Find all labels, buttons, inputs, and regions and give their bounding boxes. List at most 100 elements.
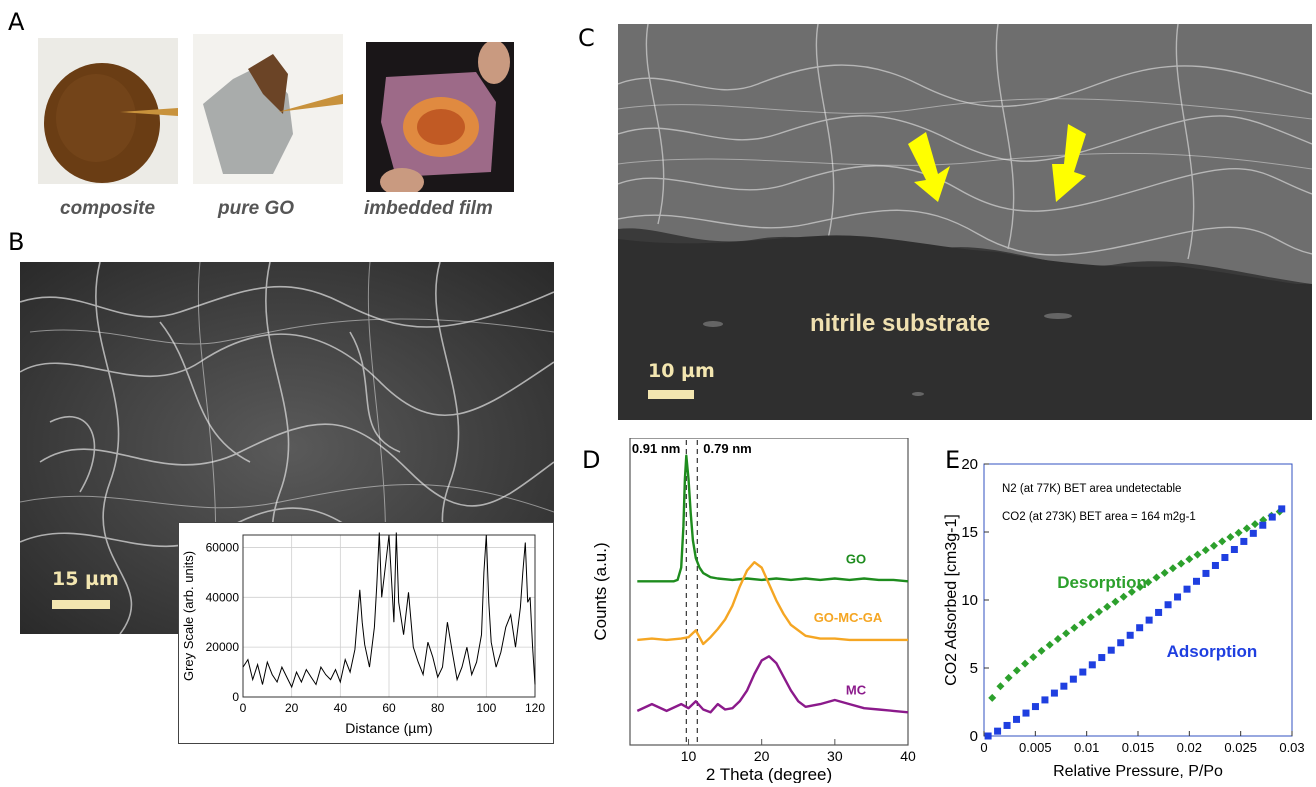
yellow-arrows [908,124,1086,202]
desorption-point [1136,583,1145,592]
adsorption-point [1041,696,1049,704]
x-tick-label: 0.01 [1074,740,1099,755]
x-tick-label: 0.005 [1019,740,1052,755]
desorption-point [1201,546,1210,555]
x-tick-label: 60 [382,701,396,715]
series-label-adsorption: Adsorption [1167,642,1258,661]
adsorption-point [1050,689,1058,697]
adsorption-point [1230,545,1238,553]
y-axis-label: CO2 Adsorbed [cm3g-1] [943,514,960,686]
x-tick-label: 0.015 [1122,740,1155,755]
grey-scale-chart: 0 20 40 60 80 100 120 0 20000 40000 60000 Distance … [181,532,545,736]
photo-pure-go [193,34,343,184]
series-line-go [637,454,909,583]
adsorption-point [1031,703,1039,711]
adsorption-point [1192,577,1200,585]
x-tick-label: 0.02 [1177,740,1202,755]
adsorption-point [1249,529,1257,537]
x-tick-label: 0.025 [1224,740,1257,755]
desorption-point [1086,613,1095,622]
adsorption-point [1174,593,1182,601]
scale-label-c: 10 µm [648,360,715,382]
series-line-mc [636,655,909,714]
adsorption-point [1240,537,1248,545]
adsorption-point [1259,521,1267,529]
substrate-label: nitrile substrate [810,310,991,337]
adsorption-point [1013,715,1021,723]
y-tick-label: 40000 [206,590,240,604]
series-line-go-mc-ga [637,561,908,646]
desorption-point [1004,673,1013,682]
adsorption-point [1183,585,1191,593]
annotation-079nm: 0.79 nm [703,441,751,456]
desorption-point [1045,640,1054,649]
x-tick-label: 0.03 [1279,740,1304,755]
x-tick-label: 80 [431,701,445,715]
y-tick-label: 15 [961,524,978,541]
adsorption-point [984,732,992,740]
caption-pure-go: pure GO [218,198,295,219]
annotation-n2-bet: N2 (at 77K) BET area undetectable [1002,483,1181,495]
panel-label-c: C [578,24,595,52]
desorption-point [1070,623,1079,632]
x-axis-label: Relative Pressure, P/Po [1053,763,1223,780]
caption-composite: composite [60,198,156,219]
y-axis-label: Counts (a.u.) [591,542,610,640]
desorption-point [1012,666,1021,675]
adsorption-point [1211,561,1219,569]
desorption-point [1053,634,1062,643]
x-tick-label: 40 [900,748,916,764]
x-tick-label: 20 [285,701,299,715]
desorption-point [1021,659,1030,668]
desorption-point [1103,602,1112,611]
desorption-point [1119,592,1128,601]
xrd-chart: 10 20 30 40 0.91 nm 0.79 nm GO GO-MC-GA MC 2 Thet… [591,438,916,783]
x-tick-label: 30 [827,748,843,764]
adsorption-point [1088,661,1096,669]
desorption-point [1144,578,1153,587]
desorption-point [1037,646,1046,655]
caption-imbedded-film: imbedded film [364,198,493,219]
y-tick-label: 20000 [206,640,240,654]
desorption-point [1251,520,1260,529]
y-tick-label: 60000 [206,540,240,554]
desorption-point [1062,629,1071,638]
yellow-arrow-left-icon [908,132,950,202]
desorption-point [1168,564,1177,573]
series-label-mc: MC [846,682,867,697]
adsorption-point [1268,513,1276,521]
x-axis-label: 2 Theta (degree) [706,765,832,783]
panel-label-e: E [945,446,961,474]
desorption-point [1218,537,1227,546]
desorption-point [1111,597,1120,606]
desorption-point [1078,618,1087,627]
desorption-point [1094,607,1103,616]
panel-label-d: D [582,446,601,474]
photo-composite [38,38,178,184]
adsorption-point [1003,721,1011,729]
x-tick-label: 100 [476,701,496,715]
desorption-point [1029,653,1038,662]
grey-scale-line [242,532,536,689]
desorption-point [1160,568,1169,577]
desorption-point [1209,541,1218,550]
y-axis-label: Grey Scale (arb. units) [181,551,196,681]
adsorption-point [1069,675,1077,683]
adsorption-point [1060,682,1068,690]
composite-disc-illustration [44,63,178,183]
sem-image-cross-section [618,24,1312,420]
photo-imbedded-film [366,42,514,192]
annotation-co2-bet: CO2 (at 273K) BET area = 164 m2g-1 [1002,511,1196,523]
x-axis-label: Distance (µm) [345,720,432,736]
desorption-point [1177,559,1186,568]
series-label-go-mc-ga: GO-MC-GA [814,610,883,625]
adsorption-point [1278,505,1286,513]
imbedded-film-illustration [366,42,514,192]
panel-label-a: A [8,8,25,36]
x-tick-label: 20 [754,748,770,764]
adsorption-point [1145,616,1153,624]
scale-bar-b [52,600,110,609]
x-tick-label: 10 [681,748,697,764]
desorption-point [1185,555,1194,564]
adsorption-point [1107,646,1115,654]
